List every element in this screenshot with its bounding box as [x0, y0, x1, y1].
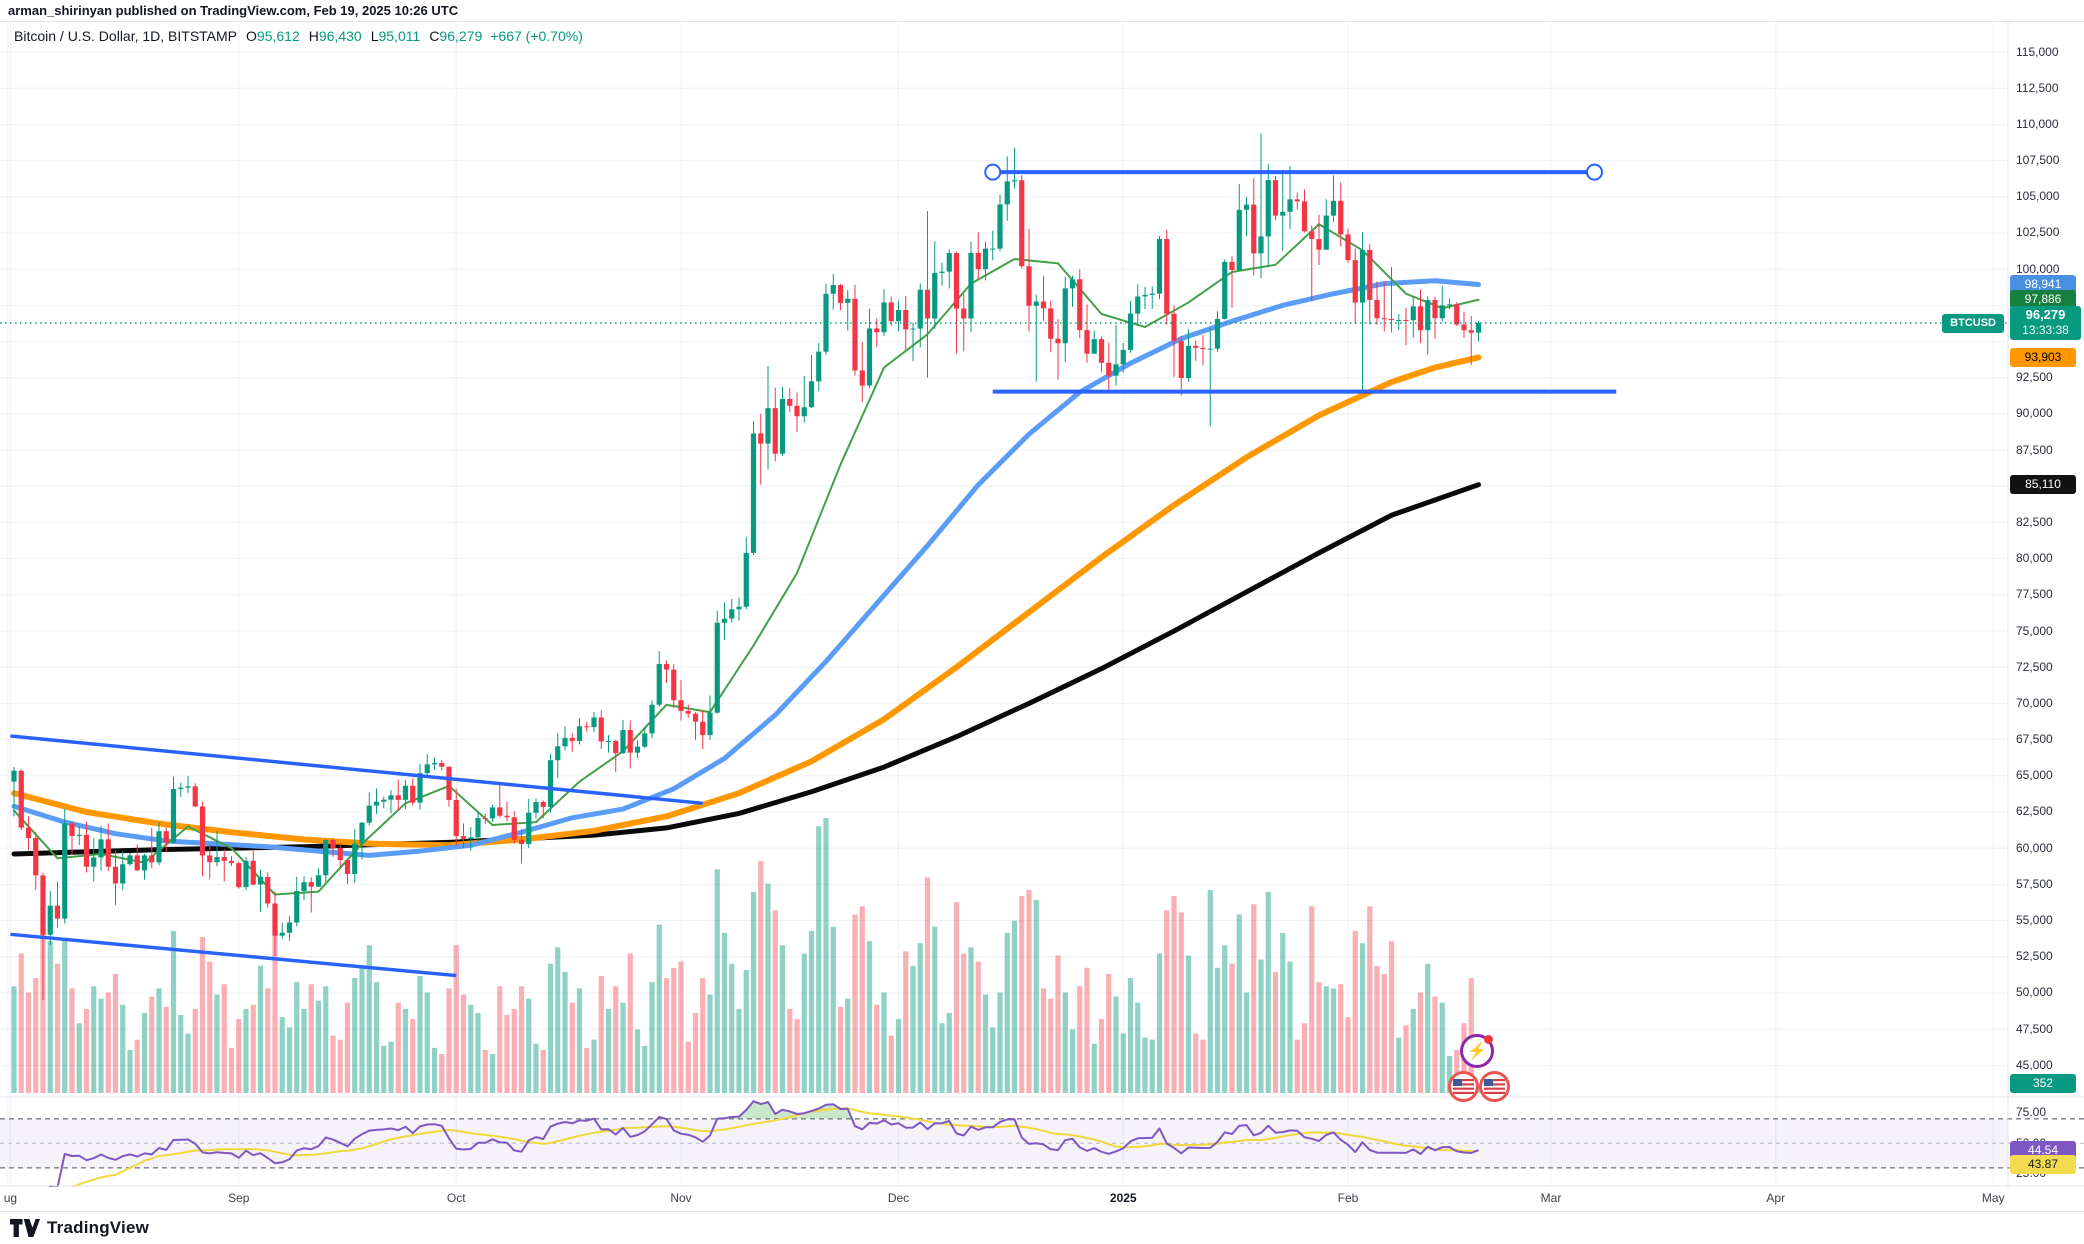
price-axis-label: 45,000: [2016, 1058, 2053, 1073]
grid-layer: [0, 21, 2008, 1186]
change-value: +667 (+0.70%): [490, 28, 583, 44]
time-axis-label: Mar: [1541, 1191, 1562, 1205]
us-flag-event-icon[interactable]: [1479, 1071, 1510, 1102]
close-value: 96,279: [439, 28, 482, 44]
rsi-ma-value-label: 43.87: [2010, 1155, 2076, 1174]
us-flag-glyph: [1484, 1079, 1505, 1094]
close-label: C: [429, 28, 439, 44]
high-label: H: [309, 28, 319, 44]
price-axis-label: 90,000: [2016, 406, 2053, 421]
low-label: L: [371, 28, 379, 44]
open-label: O: [246, 28, 257, 44]
trendline-anchor-circle: [985, 165, 1000, 180]
volume-value-label: 352: [2010, 1074, 2076, 1093]
trendline-anchor-circle: [1587, 165, 1602, 180]
price-axis-label: 67,500: [2016, 732, 2053, 747]
price-axis-label: 55,000: [2016, 913, 2053, 928]
crypto-event-icon[interactable]: ⚡: [1460, 1034, 1494, 1068]
price-axis-label: 72,500: [2016, 660, 2053, 675]
symbol-badge: BTCUSD: [1942, 314, 2004, 333]
price-axis-label: 87,500: [2016, 443, 2053, 458]
price-axis-label: 82,500: [2016, 515, 2053, 530]
time-axis-label: Dec: [888, 1191, 909, 1205]
price-axis-label: 105,000: [2016, 189, 2059, 204]
time-axis-label: Feb: [1338, 1191, 1359, 1205]
candles-layer: [11, 134, 1481, 1001]
price-axis-label: 110,000: [2016, 117, 2059, 132]
channel-lower-trendline: [10, 934, 456, 975]
price-axis-label: 52,500: [2016, 949, 2053, 964]
time-axis-label: Apr: [1766, 1191, 1785, 1205]
ma200-price-label: 85,110: [2010, 475, 2076, 494]
bar-countdown: 13:33:38: [2010, 323, 2081, 338]
price-axis-label: 115,000: [2016, 45, 2059, 60]
price-axis-label: 60,000: [2016, 841, 2053, 856]
symbol-title[interactable]: Bitcoin / U.S. Dollar, 1D, BITSTAMP: [14, 28, 237, 44]
price-axis[interactable]: 115,000 112,500 110,000 107,500 105,000 102,5…: [2008, 21, 2084, 1210]
us-flag-glyph: [1453, 1079, 1474, 1094]
price-axis-label: 102,500: [2016, 225, 2059, 240]
price-axis-label: 80,000: [2016, 551, 2053, 566]
time-axis-label: Sep: [228, 1191, 249, 1205]
tradingview-logo-text: TradingView: [47, 1218, 149, 1238]
us-flag-event-icon[interactable]: [1448, 1071, 1479, 1102]
footer-bar: TradingView: [0, 1211, 2084, 1244]
low-value: 95,011: [379, 28, 421, 44]
open-value: 95,612: [257, 28, 300, 44]
time-axis-label: Nov: [670, 1191, 691, 1205]
price-axis-label: 77,500: [2016, 587, 2053, 602]
rsi-axis-label: 75.00: [2016, 1105, 2046, 1120]
time-axis[interactable]: ug Sep Oct Nov Dec 2025 Feb Mar Apr May: [0, 1187, 2084, 1210]
ma100-price-label: 93,903: [2010, 348, 2076, 367]
price-axis-label: 50,000: [2016, 985, 2053, 1000]
price-axis-label: 62,500: [2016, 804, 2053, 819]
price-axis-label: 107,500: [2016, 153, 2059, 168]
high-value: 96,430: [319, 28, 362, 44]
price-axis-label: 70,000: [2016, 696, 2053, 711]
price-axis-label: 57,500: [2016, 877, 2053, 892]
last-price-value: 96,279: [2010, 306, 2081, 323]
time-axis-label: 2025: [1110, 1191, 1137, 1205]
price-axis-label: 112,500: [2016, 81, 2059, 96]
symbol-header[interactable]: Bitcoin / U.S. Dollar, 1D, BITSTAMP O95,6…: [14, 28, 583, 44]
price-axis-label: 47,500: [2016, 1022, 2053, 1037]
time-axis-label: ug: [4, 1191, 17, 1205]
time-axis-label: May: [1982, 1191, 2005, 1205]
tradingview-logo[interactable]: TradingView: [10, 1218, 149, 1238]
time-axis-label: Oct: [447, 1191, 466, 1205]
channel-upper-trendline: [10, 736, 702, 803]
price-axis-label: 65,000: [2016, 768, 2053, 783]
price-axis-label: 92,500: [2016, 370, 2053, 385]
price-axis-label: 75,000: [2016, 624, 2053, 639]
tradingview-logo-icon: [10, 1218, 40, 1238]
